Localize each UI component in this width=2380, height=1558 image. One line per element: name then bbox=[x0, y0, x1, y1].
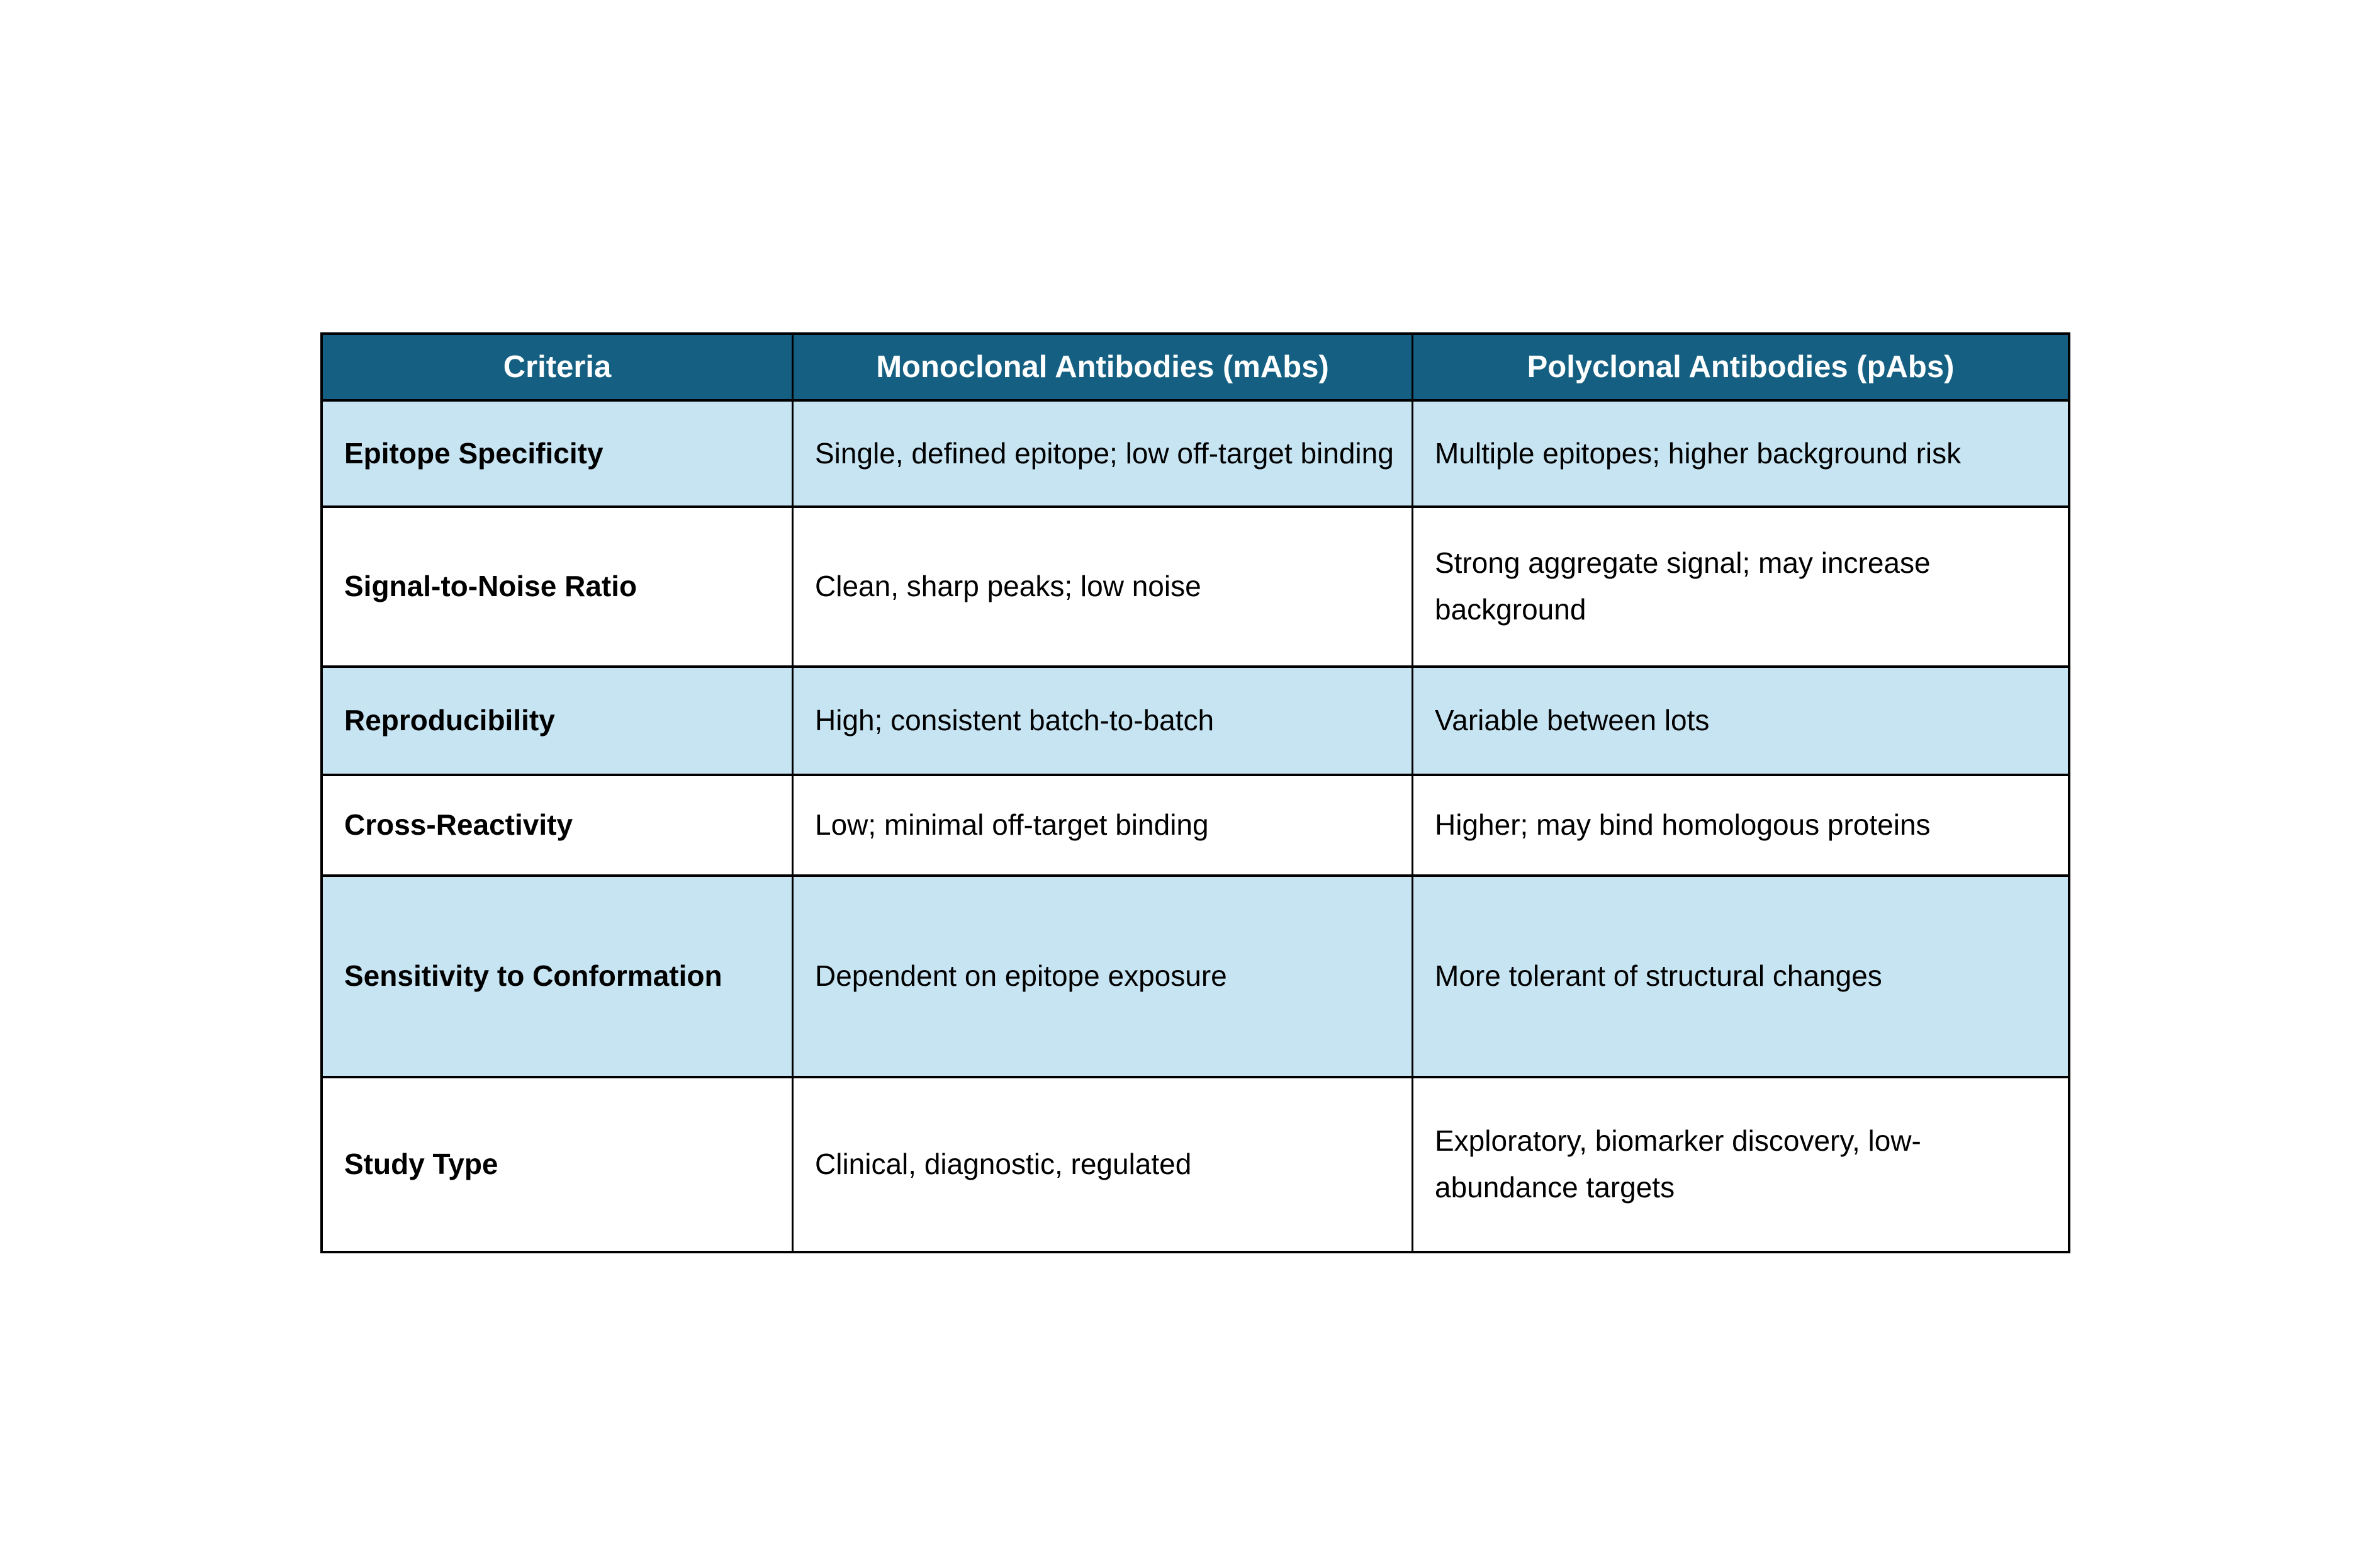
mabs-value-cell: Clean, sharp peaks; low noise bbox=[794, 508, 1412, 665]
mabs-value-cell: Low; minimal off-target binding bbox=[794, 776, 1412, 874]
criteria-cell: Reproducibility bbox=[323, 668, 792, 774]
mabs-value-cell: High; consistent batch-to-batch bbox=[794, 668, 1412, 774]
pabs-value-cell: Variable between lots bbox=[1413, 668, 2068, 774]
mabs-value-cell: Single, defined epitope; low off-target … bbox=[794, 402, 1412, 505]
pabs-value-cell: Multiple epitopes; higher background ris… bbox=[1413, 402, 2068, 505]
pabs-value-cell: Higher; may bind homologous proteins bbox=[1413, 776, 2068, 874]
criteria-cell: Cross-Reactivity bbox=[323, 776, 792, 874]
criteria-cell: Sensitivity to Conformation bbox=[323, 877, 792, 1076]
criteria-cell: Epitope Specificity bbox=[323, 402, 792, 505]
criteria-cell: Signal-to-Noise Ratio bbox=[323, 508, 792, 665]
pabs-value-cell: Exploratory, biomarker discovery, low-ab… bbox=[1413, 1078, 2068, 1251]
header-cell-mabs: Monoclonal Antibodies (mAbs) bbox=[794, 335, 1412, 399]
antibody-comparison-table: Criteria Monoclonal Antibodies (mAbs) Po… bbox=[320, 332, 2070, 1253]
header-cell-criteria: Criteria bbox=[323, 335, 792, 399]
pabs-value-cell: Strong aggregate signal; may increase ba… bbox=[1413, 508, 2068, 665]
mabs-value-cell: Dependent on epitope exposure bbox=[794, 877, 1412, 1076]
header-cell-pabs: Polyclonal Antibodies (pAbs) bbox=[1413, 335, 2068, 399]
pabs-value-cell: More tolerant of structural changes bbox=[1413, 877, 2068, 1076]
mabs-value-cell: Clinical, diagnostic, regulated bbox=[794, 1078, 1412, 1251]
criteria-cell: Study Type bbox=[323, 1078, 792, 1251]
